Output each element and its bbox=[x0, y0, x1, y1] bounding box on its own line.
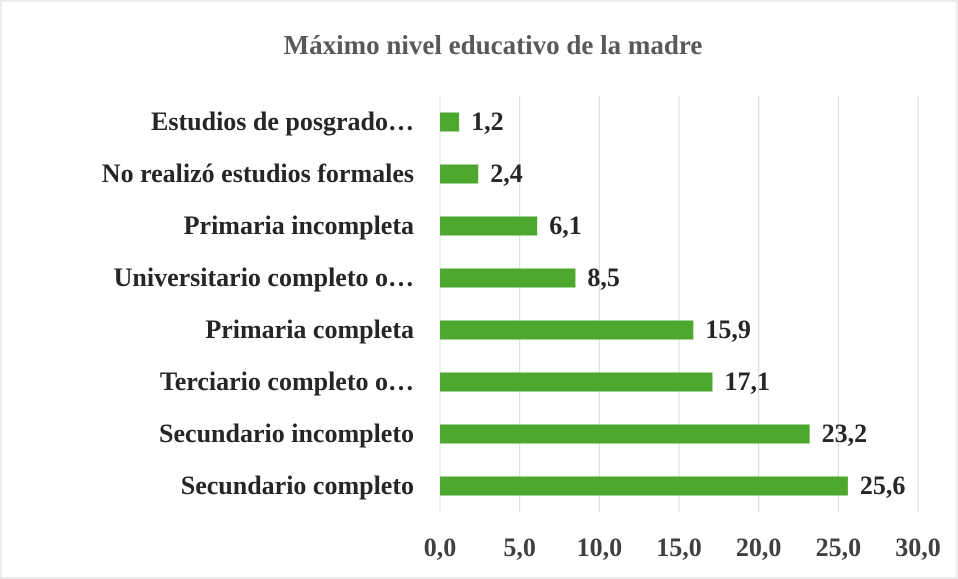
data-label: 6,1 bbox=[549, 211, 582, 240]
chart-title: Máximo nivel educativo de la madre bbox=[284, 30, 703, 60]
data-label: 23,2 bbox=[822, 419, 868, 448]
data-label: 15,9 bbox=[705, 315, 751, 344]
x-tick-label: 30,0 bbox=[895, 533, 941, 562]
data-label: 17,1 bbox=[724, 367, 770, 396]
x-tick-label: 10,0 bbox=[577, 533, 623, 562]
y-tick-label: Secundario incompleto bbox=[159, 419, 414, 448]
data-label: 8,5 bbox=[587, 263, 620, 292]
x-tick-label: 15,0 bbox=[656, 533, 702, 562]
data-label: 2,4 bbox=[490, 159, 523, 188]
bar bbox=[440, 268, 576, 288]
y-tick-label: Secundario completo bbox=[181, 471, 414, 500]
bar bbox=[440, 112, 460, 132]
bar bbox=[440, 476, 848, 496]
bar bbox=[440, 372, 713, 392]
y-tick-label: Primaria incompleta bbox=[184, 211, 414, 240]
x-tick-label: 25,0 bbox=[816, 533, 862, 562]
bar bbox=[440, 424, 810, 444]
y-tick-label: Estudios de posgrado… bbox=[151, 107, 414, 136]
bar bbox=[440, 320, 694, 340]
x-tick-label: 0,0 bbox=[424, 533, 457, 562]
y-tick-label: No realizó estudios formales bbox=[102, 159, 414, 188]
y-tick-label: Universitario completo o… bbox=[114, 263, 414, 292]
data-label: 25,6 bbox=[860, 471, 906, 500]
data-label: 1,2 bbox=[471, 107, 504, 136]
bar bbox=[440, 164, 479, 184]
y-tick-label: Terciario completo o… bbox=[160, 367, 414, 396]
y-tick-label: Primaria completa bbox=[205, 315, 414, 344]
x-tick-label: 20,0 bbox=[736, 533, 782, 562]
bar bbox=[440, 216, 538, 236]
x-tick-label: 5,0 bbox=[503, 533, 536, 562]
